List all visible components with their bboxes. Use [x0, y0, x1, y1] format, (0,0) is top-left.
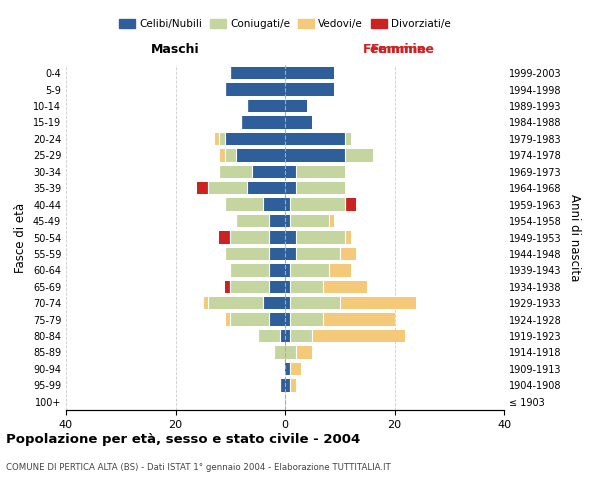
Bar: [269, 232, 285, 243]
Bar: [225, 248, 269, 260]
Bar: [257, 330, 280, 342]
Bar: [329, 264, 350, 276]
Bar: [269, 215, 285, 227]
Bar: [236, 149, 285, 162]
Bar: [208, 297, 263, 310]
Bar: [285, 100, 307, 112]
Bar: [290, 379, 296, 392]
Bar: [230, 67, 285, 80]
Bar: [285, 133, 345, 145]
Bar: [269, 280, 285, 293]
Bar: [285, 297, 290, 310]
Bar: [252, 166, 285, 178]
Bar: [236, 215, 269, 227]
Bar: [269, 248, 285, 260]
Bar: [225, 133, 285, 145]
Bar: [285, 84, 334, 96]
Bar: [290, 280, 323, 293]
Bar: [225, 198, 263, 211]
Bar: [296, 346, 313, 358]
Bar: [263, 297, 285, 310]
Bar: [225, 280, 230, 293]
Bar: [285, 264, 290, 276]
Bar: [313, 330, 406, 342]
Bar: [285, 330, 290, 342]
Bar: [296, 182, 345, 194]
Bar: [269, 264, 285, 276]
Legend: Celibi/Nubili, Coniugati/e, Vedovi/e, Divorziati/e: Celibi/Nubili, Coniugati/e, Vedovi/e, Di…: [115, 15, 455, 34]
Bar: [230, 264, 269, 276]
Bar: [220, 133, 225, 145]
Bar: [285, 314, 290, 326]
Bar: [220, 232, 230, 243]
Bar: [290, 215, 329, 227]
Bar: [285, 67, 334, 80]
Bar: [345, 198, 356, 211]
Bar: [285, 182, 296, 194]
Y-axis label: Anni di nascita: Anni di nascita: [568, 194, 581, 281]
Text: COMUNE DI PERTICA ALTA (BS) - Dati ISTAT 1° gennaio 2004 - Elaborazione TUTTITAL: COMUNE DI PERTICA ALTA (BS) - Dati ISTAT…: [6, 462, 391, 471]
Bar: [340, 297, 416, 310]
Bar: [285, 346, 296, 358]
Bar: [197, 182, 208, 194]
Bar: [269, 314, 285, 326]
Bar: [225, 149, 236, 162]
Bar: [280, 379, 285, 392]
Text: Femmine: Femmine: [362, 44, 427, 57]
Bar: [285, 379, 290, 392]
Bar: [263, 198, 285, 211]
Bar: [329, 215, 334, 227]
Bar: [323, 314, 395, 326]
Bar: [290, 363, 301, 375]
Bar: [285, 232, 296, 243]
Bar: [280, 330, 285, 342]
Bar: [285, 116, 313, 128]
Bar: [225, 84, 285, 96]
Text: Popolazione per età, sesso e stato civile - 2004: Popolazione per età, sesso e stato civil…: [6, 432, 360, 446]
Bar: [230, 314, 269, 326]
Bar: [285, 215, 290, 227]
Text: Maschi: Maschi: [151, 44, 200, 57]
Bar: [296, 166, 345, 178]
Bar: [208, 182, 247, 194]
Bar: [290, 198, 345, 211]
Bar: [290, 264, 329, 276]
Bar: [220, 149, 225, 162]
Bar: [285, 198, 290, 211]
Bar: [345, 133, 351, 145]
Bar: [285, 149, 345, 162]
Bar: [345, 232, 351, 243]
Bar: [285, 280, 290, 293]
Bar: [220, 166, 252, 178]
Bar: [225, 314, 230, 326]
Bar: [214, 133, 220, 145]
Bar: [285, 363, 290, 375]
Bar: [296, 232, 345, 243]
Bar: [203, 297, 208, 310]
Bar: [340, 248, 356, 260]
Bar: [247, 100, 285, 112]
Bar: [285, 248, 296, 260]
Bar: [296, 248, 340, 260]
Bar: [323, 280, 367, 293]
Bar: [290, 297, 340, 310]
Text: Femmine: Femmine: [371, 44, 435, 57]
Y-axis label: Fasce di età: Fasce di età: [14, 202, 27, 272]
Bar: [247, 182, 285, 194]
Bar: [290, 314, 323, 326]
Bar: [230, 280, 269, 293]
Bar: [285, 166, 296, 178]
Bar: [290, 330, 313, 342]
Bar: [230, 232, 269, 243]
Bar: [345, 149, 373, 162]
Bar: [274, 346, 285, 358]
Bar: [241, 116, 285, 128]
